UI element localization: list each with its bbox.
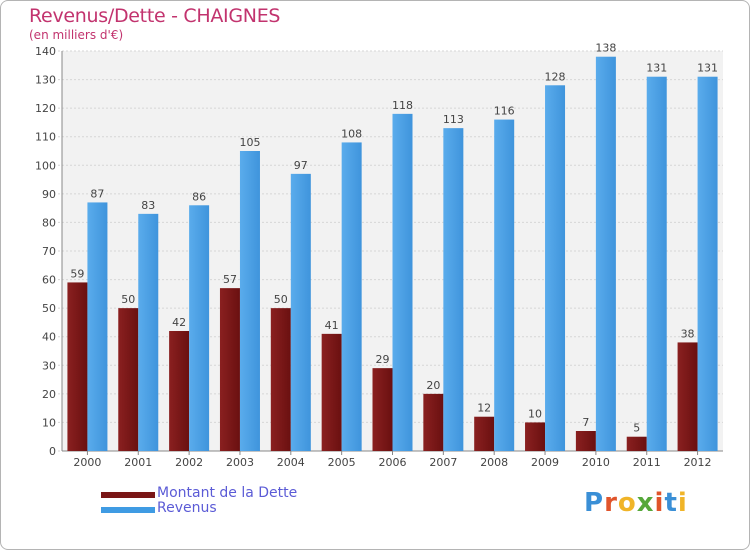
legend-swatch-revenus bbox=[101, 507, 155, 513]
legend-swatch-dette bbox=[101, 492, 155, 498]
x-tick-label: 2010 bbox=[582, 456, 610, 469]
legend-label-revenus: Revenus bbox=[157, 500, 217, 516]
bar-revenus bbox=[545, 85, 566, 452]
bar-revenus bbox=[494, 119, 515, 452]
y-tick-label: 60 bbox=[42, 274, 56, 287]
legend-label-dette: Montant de la Dette bbox=[157, 485, 298, 501]
bar-revenus bbox=[392, 113, 413, 451]
x-tick-label: 2012 bbox=[684, 456, 712, 469]
data-label-dette: 50 bbox=[274, 293, 288, 306]
y-tick-label: 80 bbox=[42, 216, 56, 229]
chart-title: Revenus/Dette - CHAIGNES bbox=[29, 5, 281, 27]
y-tick-label: 100 bbox=[35, 159, 56, 172]
data-label-revenus: 131 bbox=[697, 62, 718, 75]
logo-letter: x bbox=[636, 488, 655, 518]
data-label-dette: 7 bbox=[582, 416, 589, 429]
data-label-dette: 59 bbox=[70, 267, 84, 280]
y-tick-label: 40 bbox=[42, 331, 56, 344]
data-label-revenus: 108 bbox=[341, 127, 362, 140]
data-label-dette: 20 bbox=[426, 379, 440, 392]
data-label-revenus: 116 bbox=[494, 105, 515, 118]
x-tick-label: 2001 bbox=[124, 456, 152, 469]
y-tick-label: 30 bbox=[42, 359, 56, 372]
bar-dette bbox=[626, 436, 647, 451]
x-tick-label: 2008 bbox=[480, 456, 508, 469]
bar-dette bbox=[270, 308, 291, 451]
data-label-revenus: 83 bbox=[141, 199, 155, 212]
x-tick-label: 2006 bbox=[379, 456, 407, 469]
data-label-revenus: 86 bbox=[192, 190, 206, 203]
bar-dette bbox=[67, 282, 88, 451]
bar-revenus bbox=[443, 128, 464, 451]
data-label-revenus: 87 bbox=[90, 187, 104, 200]
bar-dette bbox=[423, 393, 444, 451]
x-tick-label: 2011 bbox=[633, 456, 661, 469]
proxiti-logo: Proxiti bbox=[584, 488, 688, 518]
y-tick-label: 120 bbox=[35, 102, 56, 115]
x-tick-label: 2007 bbox=[429, 456, 457, 469]
logo-letter: i bbox=[677, 488, 688, 518]
bar-revenus bbox=[189, 205, 210, 451]
data-label-revenus: 118 bbox=[392, 99, 413, 112]
y-tick-label: 130 bbox=[35, 74, 56, 87]
bar-revenus bbox=[290, 173, 311, 451]
y-tick-label: 90 bbox=[42, 188, 56, 201]
bar-dette bbox=[169, 331, 190, 451]
logo-letter: i bbox=[654, 488, 665, 518]
logo-letter: r bbox=[604, 488, 618, 518]
bar-revenus bbox=[138, 213, 159, 451]
y-tick-label: 0 bbox=[49, 445, 56, 458]
chart-subtitle: (en milliers d'€) bbox=[29, 28, 124, 42]
x-tick-label: 2005 bbox=[328, 456, 356, 469]
x-tick-label: 2004 bbox=[277, 456, 305, 469]
y-tick-label: 50 bbox=[42, 302, 56, 315]
y-tick-label: 110 bbox=[35, 131, 56, 144]
data-label-dette: 10 bbox=[528, 407, 542, 420]
data-label-revenus: 113 bbox=[443, 113, 464, 126]
bar-dette bbox=[372, 368, 393, 451]
y-tick-label: 140 bbox=[35, 45, 56, 58]
x-tick-label: 2002 bbox=[175, 456, 203, 469]
bar-revenus bbox=[595, 56, 616, 451]
data-label-dette: 38 bbox=[681, 327, 695, 340]
data-label-dette: 42 bbox=[172, 316, 186, 329]
bar-revenus bbox=[646, 76, 667, 451]
y-tick-label: 10 bbox=[42, 416, 56, 429]
y-tick-label: 70 bbox=[42, 245, 56, 258]
x-tick-label: 2000 bbox=[73, 456, 101, 469]
bar-dette bbox=[575, 431, 596, 451]
bar-revenus bbox=[239, 151, 260, 451]
bar-revenus bbox=[697, 76, 718, 451]
logo-letter: t bbox=[664, 488, 678, 518]
data-label-revenus: 138 bbox=[595, 42, 616, 55]
data-label-revenus: 105 bbox=[239, 136, 260, 149]
data-label-dette: 29 bbox=[376, 353, 390, 366]
y-tick-label: 20 bbox=[42, 388, 56, 401]
data-label-dette: 41 bbox=[325, 319, 339, 332]
logo-letter: o bbox=[617, 488, 637, 518]
data-label-revenus: 97 bbox=[294, 159, 308, 172]
bar-dette bbox=[118, 308, 139, 451]
data-label-revenus: 131 bbox=[646, 62, 667, 75]
x-tick-label: 2003 bbox=[226, 456, 254, 469]
bar-dette bbox=[474, 416, 495, 451]
data-label-dette: 50 bbox=[121, 293, 135, 306]
bar-revenus bbox=[341, 142, 362, 451]
bar-dette bbox=[525, 422, 546, 451]
bar-dette bbox=[677, 342, 698, 451]
bar-revenus bbox=[87, 202, 108, 451]
bar-dette bbox=[219, 288, 240, 451]
bar-dette bbox=[321, 333, 342, 451]
data-label-revenus: 128 bbox=[545, 70, 566, 83]
data-label-dette: 5 bbox=[633, 422, 640, 435]
logo-letter: P bbox=[584, 488, 605, 518]
data-label-dette: 12 bbox=[477, 402, 491, 415]
x-tick-label: 2009 bbox=[531, 456, 559, 469]
data-label-dette: 57 bbox=[223, 273, 237, 286]
